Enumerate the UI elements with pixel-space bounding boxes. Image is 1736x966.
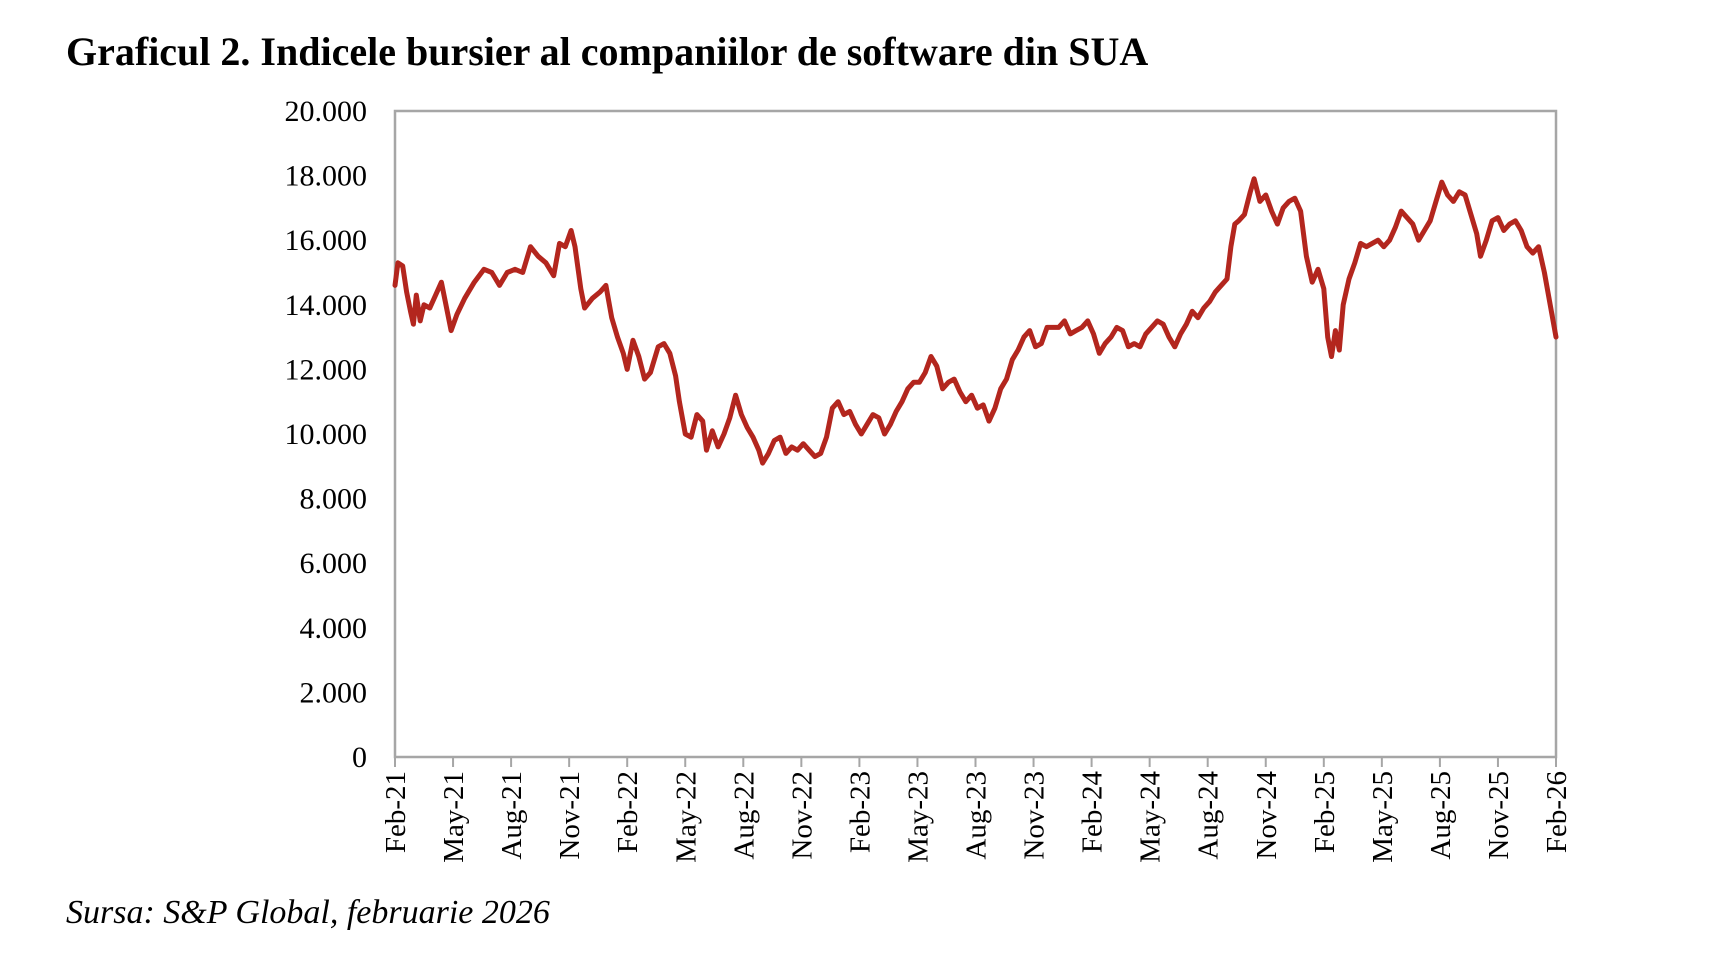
y-tick-label: 4.000: [300, 612, 368, 645]
x-tick-label: May-23: [902, 771, 934, 863]
x-tick-label: Nov-22: [786, 771, 818, 860]
x-tick-label: May-24: [1135, 771, 1167, 863]
plot-area-frame: [393, 109, 1558, 759]
x-axis: Feb-21 May-21 Aug-21 Nov-21 Feb-22 May-22 Aug-…: [380, 757, 1573, 863]
x-tick-label: Nov-23: [1019, 771, 1051, 860]
x-tick-label: Aug-22: [728, 771, 760, 860]
x-tick-label: May-25: [1367, 771, 1399, 863]
x-tick-label: Nov-25: [1483, 771, 1515, 860]
line-chart: 0 2.000 4.000 6.000 8.000 10.000 12.000 14.000 1…: [285, 95, 1574, 863]
x-tick-label: Nov-21: [554, 771, 586, 860]
x-tick-label: Feb-21: [380, 771, 412, 853]
x-tick-label: May-21: [438, 771, 470, 863]
y-tick-label: 8.000: [300, 483, 368, 516]
y-tick-label: 16.000: [285, 224, 368, 257]
y-tick-label: 20.000: [285, 95, 368, 128]
y-tick-label: 14.000: [285, 289, 368, 322]
y-tick-label: 2.000: [300, 676, 368, 709]
x-tick-label: Aug-25: [1425, 771, 1457, 860]
x-tick-label: Feb-26: [1541, 771, 1573, 853]
y-tick-label: 12.000: [285, 353, 368, 386]
y-tick-label: 0: [352, 741, 367, 774]
y-tick-label: 18.000: [285, 160, 368, 193]
y-tick-label: 10.000: [285, 418, 368, 451]
x-tick-label: Feb-25: [1309, 771, 1341, 853]
y-tick-label: 6.000: [300, 547, 368, 580]
series-line-software-index: [392, 176, 1559, 466]
x-tick-label: Aug-24: [1193, 771, 1225, 860]
x-tick-label: May-22: [670, 771, 702, 863]
x-tick-label: Aug-21: [496, 771, 528, 860]
x-tick-label: Feb-23: [844, 771, 876, 853]
x-tick-label: Feb-22: [612, 771, 644, 853]
chart-title: Graficul 2. Indicele bursier al companii…: [66, 29, 1149, 74]
source-note: Sursa: S&P Global, februarie 2026: [66, 894, 550, 931]
x-tick-label: Feb-24: [1077, 771, 1109, 854]
x-tick-label: Aug-23: [961, 771, 993, 860]
y-axis: 0 2.000 4.000 6.000 8.000 10.000 12.000 14.000 1…: [285, 95, 368, 774]
x-tick-label: Nov-24: [1251, 771, 1283, 860]
